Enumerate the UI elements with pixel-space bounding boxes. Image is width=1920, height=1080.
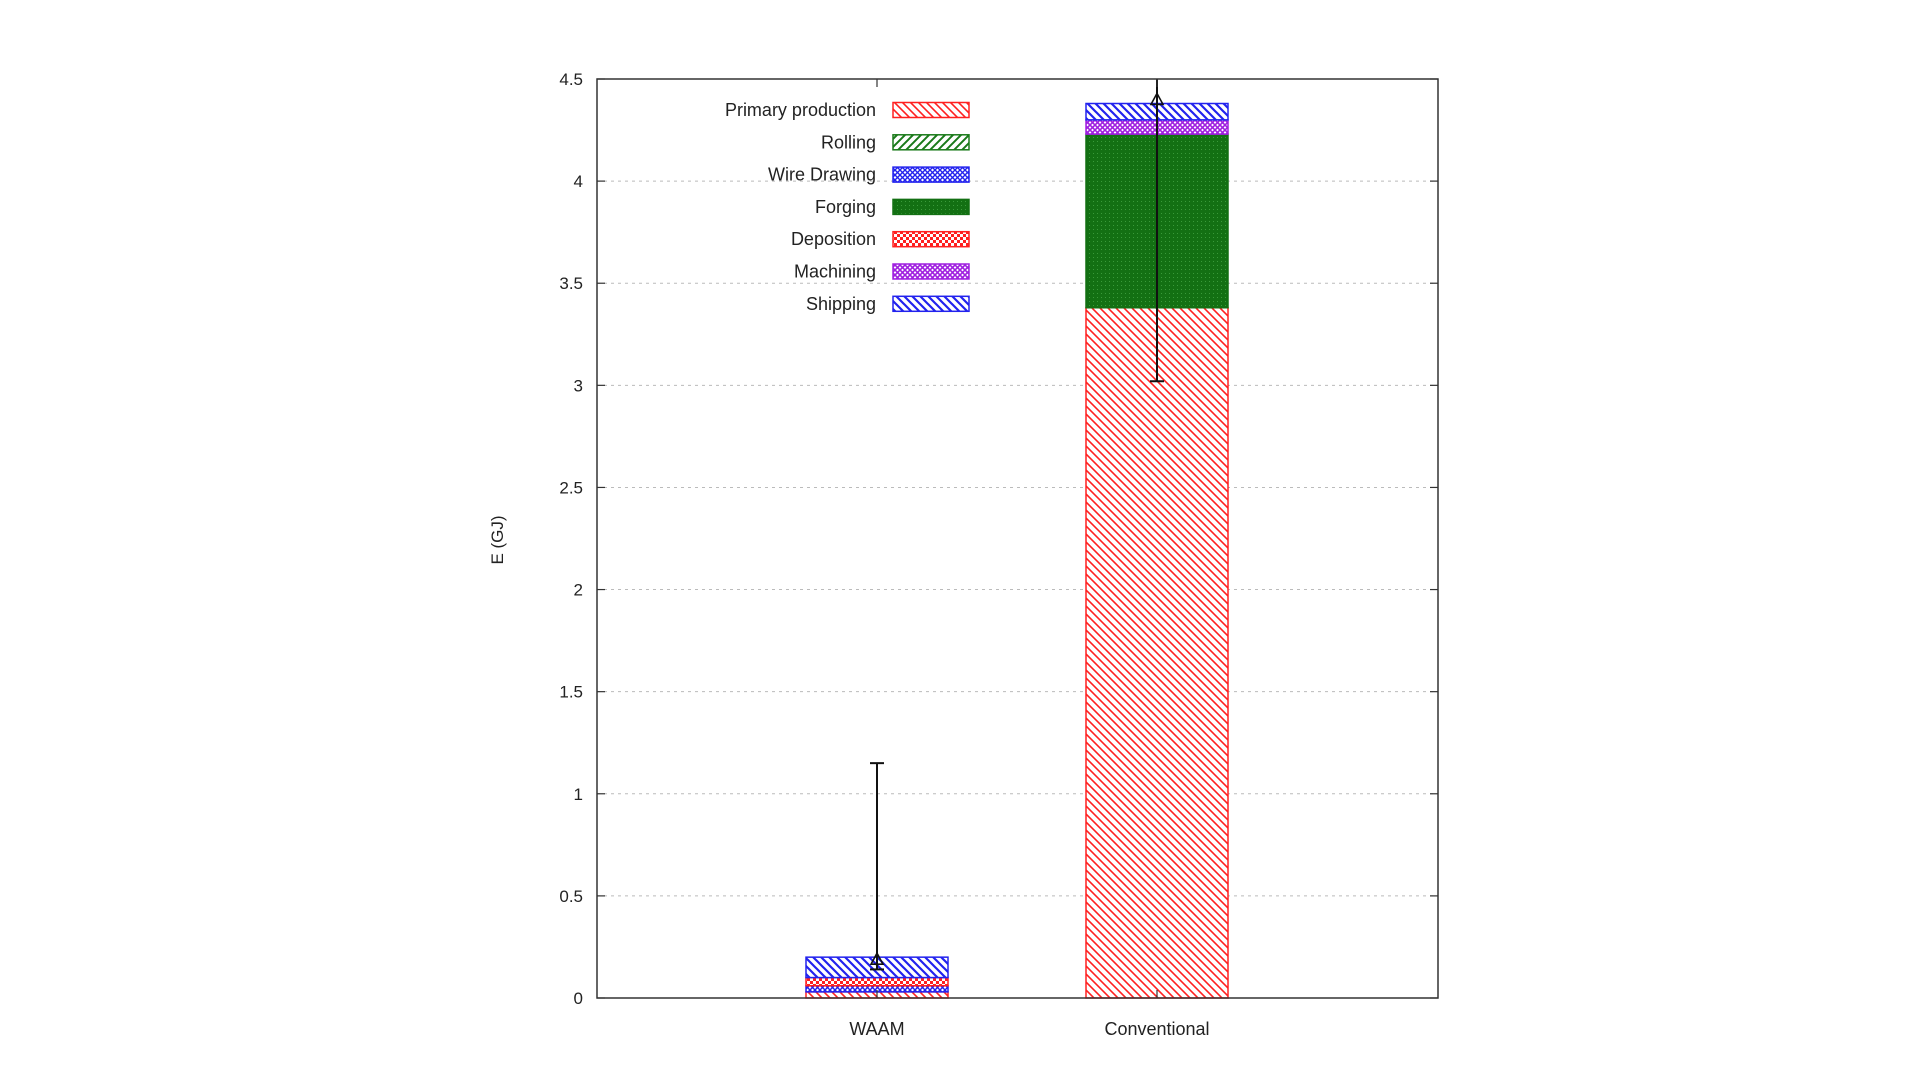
error-bar-marker — [869, 951, 885, 965]
legend-label: Forging — [815, 197, 876, 217]
legend-swatch — [892, 263, 970, 280]
legend-swatch — [892, 198, 970, 216]
legend-label: Deposition — [791, 229, 876, 249]
y-tick-label: 0.5 — [559, 887, 583, 906]
bar-segment-conventional-primary-production — [1085, 306, 1229, 999]
y-tick-label: 3 — [574, 376, 583, 395]
y-tick-label: 2 — [574, 581, 583, 600]
error-bar-marker — [1149, 91, 1165, 106]
legend-swatch — [892, 230, 970, 248]
bar-segment-waam-deposition — [805, 976, 949, 987]
y-tick-label: 2.5 — [559, 478, 583, 497]
y-tick-label: 3.5 — [559, 274, 583, 293]
x-axis: WAAM Conventional — [849, 79, 1210, 1039]
error-bars — [869, 79, 1165, 971]
plot-frame — [596, 78, 1439, 999]
legend-label: Rolling — [821, 132, 876, 152]
legend-label: Machining — [794, 262, 876, 282]
legend-label: Primary production — [725, 100, 876, 120]
y-tick-label: 4 — [574, 172, 583, 191]
y-tick-label: 4.5 — [559, 70, 583, 89]
y-axis: 0 0.5 1 1.5 2 2.5 3 3.5 4 4.5 — [559, 70, 1438, 1008]
legend-swatch — [892, 101, 970, 119]
legend: Primary production Rolling Wire Drawing For… — [725, 100, 970, 314]
y-tick-label: 1 — [574, 785, 583, 804]
gridlines — [597, 180, 1438, 897]
y-tick-label: 1.5 — [559, 683, 583, 702]
legend-label: Wire Drawing — [768, 165, 876, 185]
y-axis-title: E (GJ) — [488, 515, 507, 564]
y-tick-label: 0 — [574, 989, 583, 1008]
legend-swatch — [892, 166, 970, 183]
legend-swatch — [892, 134, 970, 151]
x-tick-label: WAAM — [849, 1019, 904, 1039]
legend-label: Shipping — [806, 294, 876, 314]
legend-swatch — [892, 295, 970, 313]
x-tick-label: Conventional — [1104, 1019, 1209, 1039]
